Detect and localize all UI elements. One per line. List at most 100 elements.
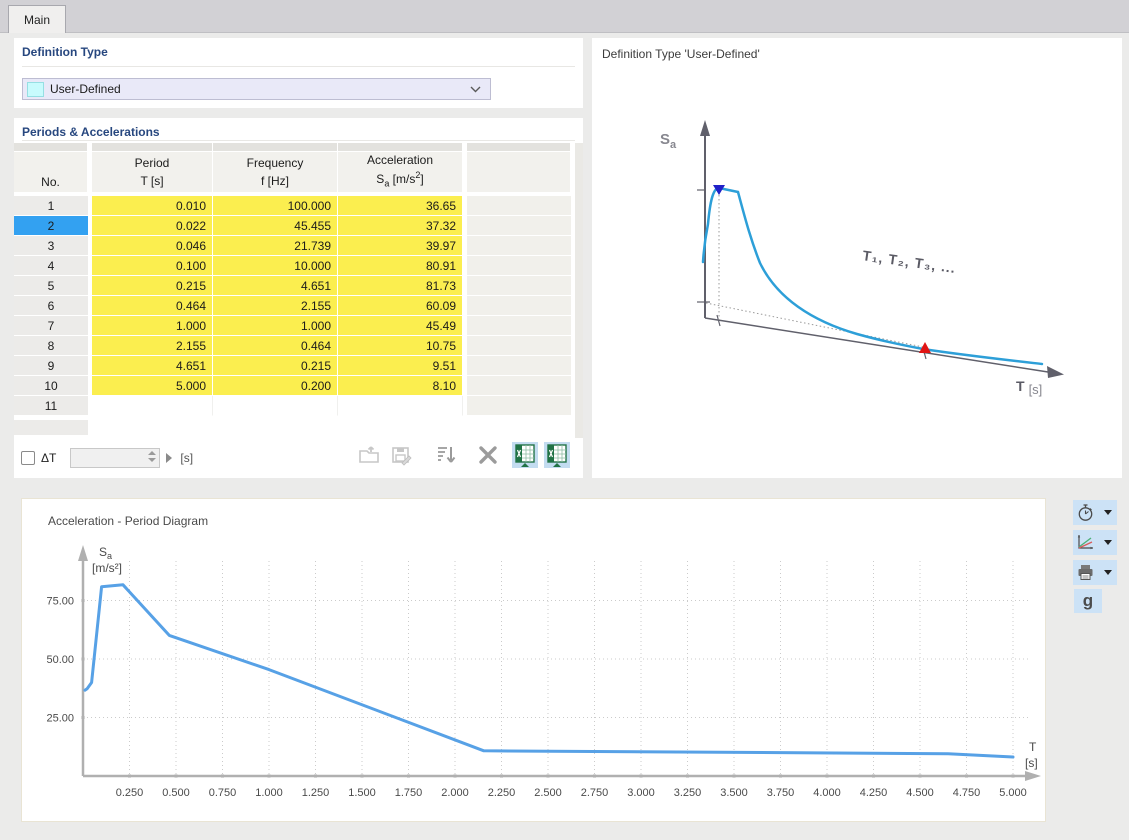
table-row: 3 0.046 21.739 39.97: [14, 236, 571, 256]
spectrum-curve: [701, 186, 1044, 366]
cell-frequency[interactable]: 2.155: [213, 296, 338, 316]
row-number[interactable]: 8: [14, 336, 88, 356]
svg-text:[s]: [s]: [1025, 756, 1038, 770]
tab-main-label: Main: [23, 12, 50, 27]
svg-text:2.250: 2.250: [488, 787, 516, 799]
row-number[interactable]: 3: [14, 236, 88, 256]
separator: [22, 140, 575, 141]
unit-label: [s]: [180, 451, 194, 465]
cell-acceleration[interactable]: 36.65: [338, 196, 463, 216]
svg-text:2.000: 2.000: [441, 787, 469, 799]
apply-arrow-icon[interactable]: [166, 453, 173, 463]
save-file-button[interactable]: [389, 443, 413, 467]
table-scrollbar[interactable]: [575, 143, 583, 438]
svg-text:4.250: 4.250: [860, 787, 888, 799]
excel-export-button[interactable]: [512, 442, 538, 468]
cell-filler: [467, 196, 571, 216]
svg-text:0.250: 0.250: [116, 787, 144, 799]
excel-import-button[interactable]: [544, 442, 570, 468]
cell-period[interactable]: 0.046: [92, 236, 213, 256]
delta-t-checkbox[interactable]: [21, 451, 35, 465]
cell-frequency[interactable]: 0.200: [213, 376, 338, 396]
svg-text:0.500: 0.500: [162, 787, 190, 799]
cell-acceleration[interactable]: 10.75: [338, 336, 463, 356]
chart-title: Acceleration - Period Diagram: [48, 514, 209, 528]
definition-type-dropdown[interactable]: User-Defined: [22, 78, 491, 100]
separator: [22, 66, 575, 67]
delete-button[interactable]: [476, 443, 500, 467]
cell-period[interactable]: 1.000: [92, 316, 213, 336]
result-diagram-button[interactable]: [1073, 530, 1117, 555]
spinner-up-icon[interactable]: [148, 451, 157, 455]
print-button[interactable]: [1073, 560, 1117, 585]
svg-text:2.500: 2.500: [534, 787, 562, 799]
row-number[interactable]: 1: [14, 196, 88, 216]
row-number[interactable]: 5: [14, 276, 88, 296]
periods-accelerations-panel: Periods & Accelerations No. Period T [s]…: [14, 118, 583, 478]
cell-acceleration[interactable]: 9.51: [338, 356, 463, 376]
cell-acceleration[interactable]: 8.10: [338, 376, 463, 396]
definition-type-heading: Definition Type: [22, 45, 108, 59]
cell-period[interactable]: [92, 396, 213, 416]
cell-period[interactable]: 0.215: [92, 276, 213, 296]
cell-acceleration[interactable]: 45.49: [338, 316, 463, 336]
cell-acceleration[interactable]: 60.09: [338, 296, 463, 316]
spinner-down-icon[interactable]: [148, 458, 157, 462]
open-file-button[interactable]: [357, 443, 381, 467]
cell-filler: [467, 356, 571, 376]
row-number[interactable]: 6: [14, 296, 88, 316]
stopwatch-button[interactable]: [1073, 500, 1117, 525]
cell-period[interactable]: 0.022: [92, 216, 213, 236]
table-row-stub: [14, 420, 571, 436]
tab-main[interactable]: Main: [8, 5, 66, 33]
cell-period[interactable]: 2.155: [92, 336, 213, 356]
cell-frequency[interactable]: 0.215: [213, 356, 338, 376]
table-toolbar: ΔT [s]: [14, 440, 583, 476]
periods-annotation: T₁, T₂, T₃, ...: [862, 247, 957, 276]
cell-acceleration[interactable]: 81.73: [338, 276, 463, 296]
table-row: 8 2.155 0.464 10.75: [14, 336, 571, 356]
cell-period[interactable]: 0.010: [92, 196, 213, 216]
peak-marker: [713, 185, 725, 195]
cell-frequency[interactable]: 4.651: [213, 276, 338, 296]
svg-text:Sa: Sa: [99, 545, 112, 561]
chevron-down-icon: [470, 86, 481, 92]
cell-frequency[interactable]: 0.464: [213, 336, 338, 356]
row-number[interactable]: 2: [14, 216, 88, 236]
cell-period[interactable]: 0.100: [92, 256, 213, 276]
cell-frequency[interactable]: 45.455: [213, 216, 338, 236]
cell-period[interactable]: 5.000: [92, 376, 213, 396]
cell-period[interactable]: 0.464: [92, 296, 213, 316]
row-number[interactable]: 10: [14, 376, 88, 396]
printer-icon: [1078, 565, 1093, 580]
table-heading: Periods & Accelerations: [22, 125, 160, 139]
y-axis-arrow: [700, 120, 710, 136]
cell-frequency[interactable]: [213, 396, 338, 416]
row-number[interactable]: 4: [14, 256, 88, 276]
gravity-units-button[interactable]: g: [1074, 589, 1102, 613]
cell-frequency[interactable]: 1.000: [213, 316, 338, 336]
row-number[interactable]: 7: [14, 316, 88, 336]
preview-heading: Definition Type 'User-Defined': [602, 47, 760, 61]
cell-acceleration[interactable]: 37.32: [338, 216, 463, 236]
cell-acceleration[interactable]: 80.91: [338, 256, 463, 276]
svg-text:T: T: [1029, 740, 1037, 754]
cell-frequency[interactable]: 21.739: [213, 236, 338, 256]
cell-frequency[interactable]: 10.000: [213, 256, 338, 276]
svg-text:3.750: 3.750: [767, 787, 795, 799]
sort-button[interactable]: [434, 443, 458, 467]
svg-text:Sa: Sa: [660, 131, 677, 151]
table-row: 2 0.022 45.455 37.32: [14, 216, 571, 236]
cell-acceleration[interactable]: [338, 396, 463, 416]
result-diagram-icon: [1077, 535, 1093, 550]
delta-t-label: ΔT: [41, 451, 57, 465]
row-number[interactable]: 11: [14, 396, 88, 416]
cell-filler: [467, 316, 571, 336]
cell-frequency[interactable]: 100.000: [213, 196, 338, 216]
row-number[interactable]: 9: [14, 356, 88, 376]
cell-period[interactable]: 4.651: [92, 356, 213, 376]
cell-acceleration[interactable]: 39.97: [338, 236, 463, 256]
stopwatch-icon: [1078, 504, 1093, 521]
delta-t-spinner[interactable]: [70, 448, 161, 468]
svg-text:1.000: 1.000: [255, 787, 283, 799]
